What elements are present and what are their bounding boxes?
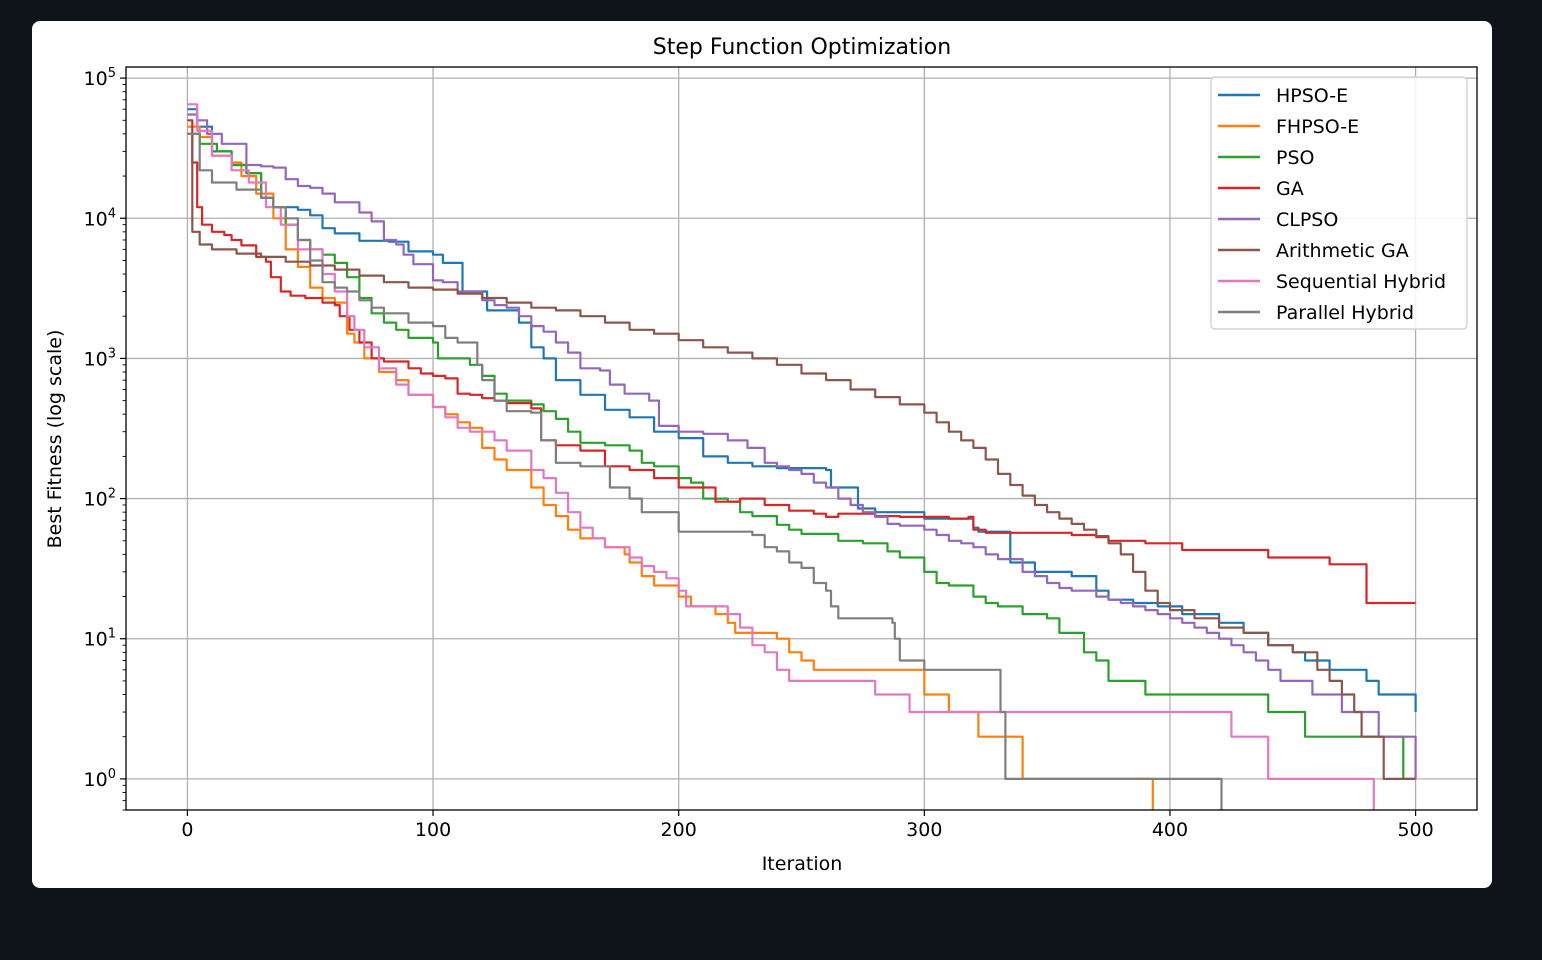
y-tick-label: 102 — [84, 487, 116, 511]
legend-label: GA — [1276, 178, 1304, 200]
legend-label: HPSO-E — [1276, 85, 1348, 107]
x-axis-label: Iteration — [762, 853, 843, 875]
legend-label: Sequential Hybrid — [1276, 271, 1446, 293]
chart-card: 0 100 200 300 400 500 100 101 102 103 104 105 Step … — [32, 21, 1492, 888]
legend-box — [1210, 76, 1468, 330]
legend-label: CLPSO — [1276, 209, 1338, 231]
y-tick-label: 105 — [84, 66, 116, 90]
series-line-1 — [187, 108, 1417, 712]
series-line-6 — [187, 132, 1416, 780]
legend-label: Parallel Hybrid — [1276, 302, 1414, 324]
series-line-8 — [187, 132, 1223, 810]
legend-label: PSO — [1276, 147, 1314, 169]
y-tick-label: 101 — [84, 627, 116, 651]
y-tick-label: 103 — [84, 346, 116, 370]
axis-ticks: 0 100 200 300 400 500 100 101 102 103 104 105 — [84, 66, 1434, 841]
legend: HPSO-E FHPSO-E PSO GA CLPSO Arithmetic GA Sequ… — [1210, 76, 1468, 330]
series-line-3 — [187, 132, 1416, 780]
y-axis-label: Best Fitness (log scale) — [44, 330, 66, 549]
x-tick-label: 200 — [661, 819, 697, 841]
x-tick-label: 0 — [181, 819, 193, 841]
series-lines — [187, 103, 1417, 810]
chart: 0 100 200 300 400 500 100 101 102 103 104 105 Step … — [44, 35, 1478, 875]
legend-label: Arithmetic GA — [1276, 240, 1409, 262]
legend-label: FHPSO-E — [1276, 116, 1359, 138]
x-tick-label: 100 — [415, 819, 451, 841]
y-tick-label: 104 — [84, 206, 116, 230]
y-tick-label: 100 — [84, 767, 116, 791]
x-tick-label: 400 — [1152, 819, 1188, 841]
plot-frame — [125, 66, 1478, 811]
x-tick-label: 500 — [1397, 819, 1433, 841]
chart-title: Step Function Optimization — [653, 35, 951, 60]
series-line-5 — [187, 113, 1417, 779]
x-tick-label: 300 — [906, 819, 942, 841]
series-line-7 — [187, 103, 1375, 810]
series-line-2 — [187, 125, 1154, 810]
